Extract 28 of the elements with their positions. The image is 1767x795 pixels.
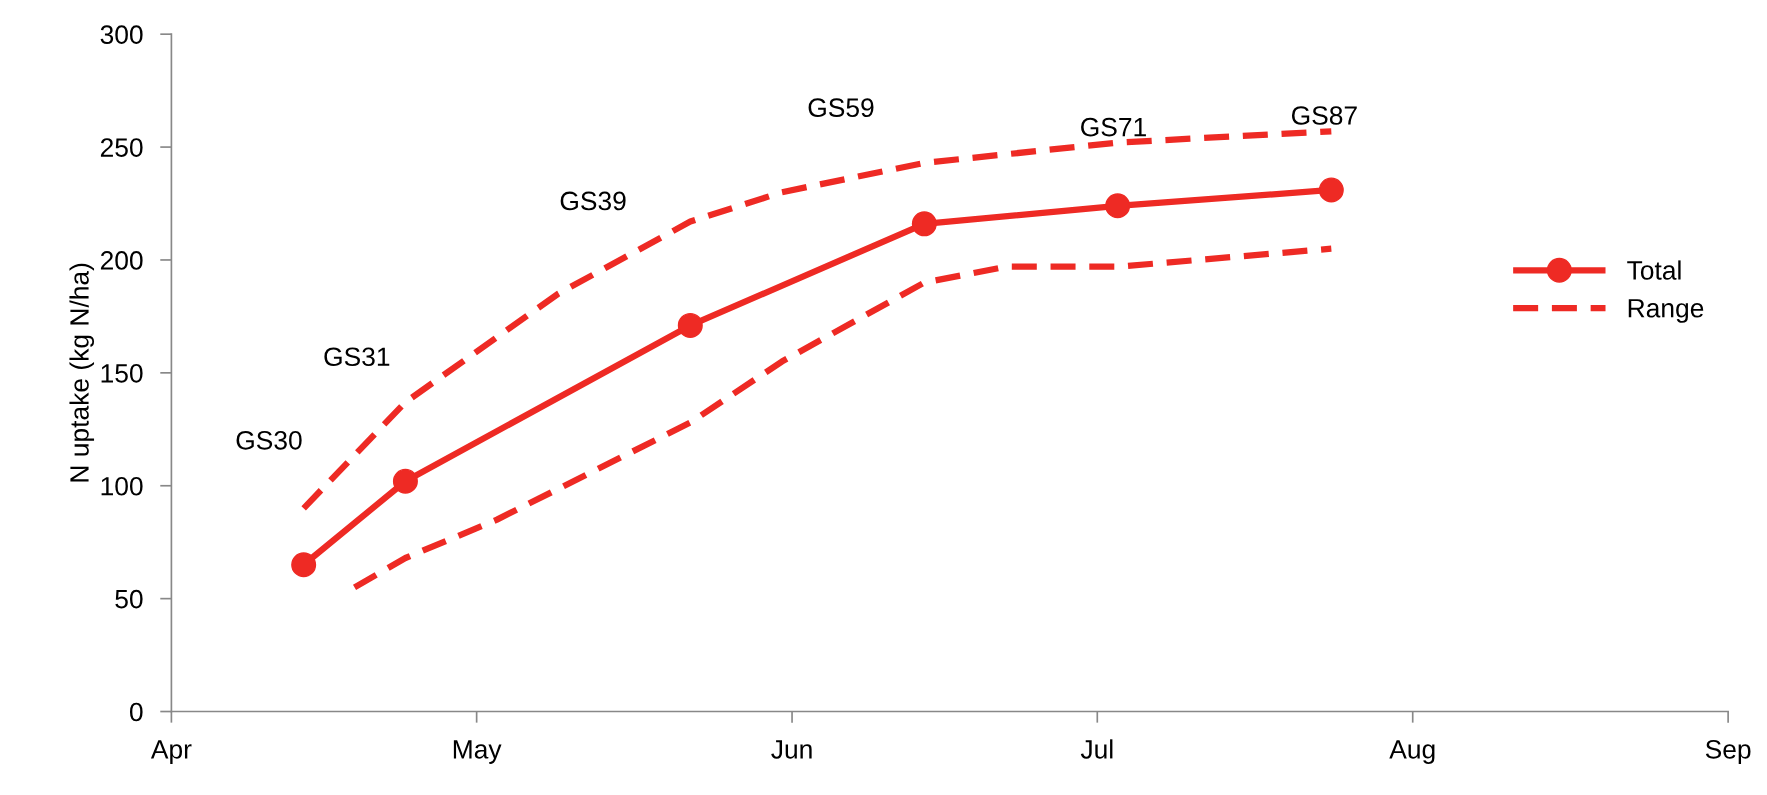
legend-label: Total xyxy=(1627,260,1681,280)
y-tick-label: 0 xyxy=(129,702,143,722)
point xyxy=(291,552,317,578)
x-tick-label: Jun xyxy=(771,740,812,759)
x-tick-label: Sep xyxy=(1705,740,1751,764)
point xyxy=(1105,193,1131,219)
point xyxy=(392,468,418,494)
point xyxy=(677,312,703,338)
annotation: GS59 xyxy=(808,98,874,118)
y-tick-label: 50 xyxy=(115,589,143,609)
annotation: GS30 xyxy=(236,430,302,450)
x-tick-label: May xyxy=(453,740,502,764)
point xyxy=(911,211,937,237)
y-tick-label: 200 xyxy=(100,251,143,270)
y-tick-label: 100 xyxy=(101,476,143,496)
x-tick-label: Apr xyxy=(150,740,192,764)
y-tick-label: 300 xyxy=(100,25,143,45)
y-tick-label: 250 xyxy=(100,138,143,157)
y-axis-title: N uptake (kg N/ha) xyxy=(69,263,95,482)
annotation: GS39 xyxy=(560,191,626,211)
annotation: GS71 xyxy=(1081,117,1146,137)
annotation: GS87 xyxy=(1291,106,1357,125)
y-tick-label: 150 xyxy=(101,363,143,383)
x-tick-label: Jul xyxy=(1080,739,1113,759)
legend-label: Range xyxy=(1628,299,1704,323)
point xyxy=(1318,177,1344,203)
x-tick-label: Aug xyxy=(1389,740,1435,764)
annotation: GS31 xyxy=(324,347,390,367)
